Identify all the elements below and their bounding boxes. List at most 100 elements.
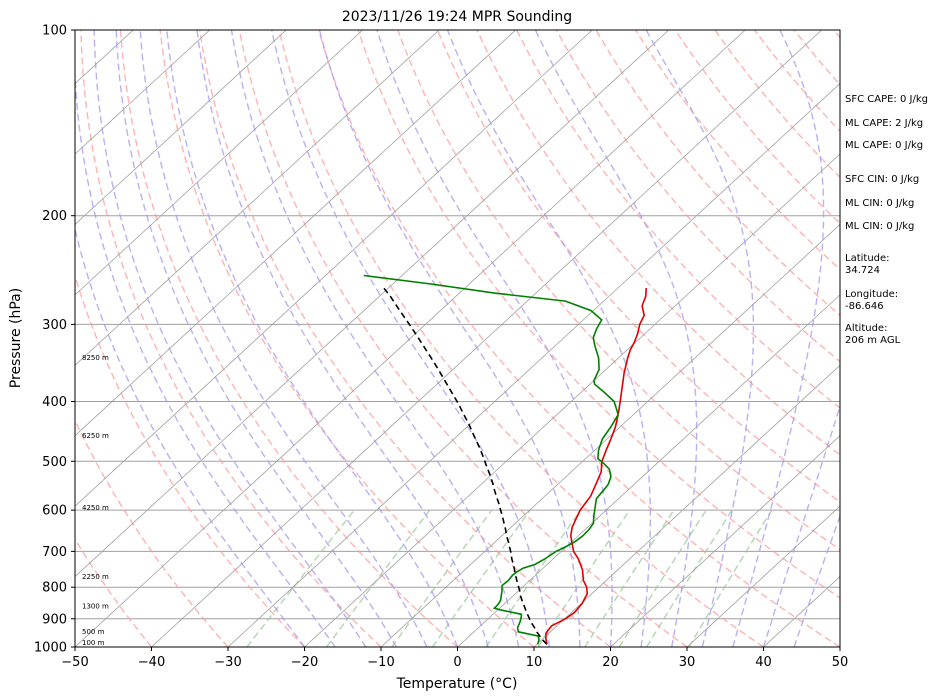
dry-adiabat-line xyxy=(75,537,153,647)
sfc-cape-label: SFC CAPE: 0 J/kg xyxy=(845,94,928,105)
height-label: 8250 m xyxy=(82,354,109,362)
sounding-series xyxy=(363,274,647,645)
isotherm-line xyxy=(610,435,840,647)
y-tick-label: 300 xyxy=(42,318,67,333)
temperature-line xyxy=(545,288,647,645)
isotherm-line xyxy=(75,30,669,578)
isotherm-line xyxy=(533,364,840,647)
ml-cin-label-2: ML CIN: 0 J/kg xyxy=(845,221,914,232)
x-axis-label: Temperature (°C) xyxy=(396,676,518,692)
height-label: 1300 m xyxy=(82,603,109,611)
height-labels: 100 m 500 m 1300 m 2250 m 4250 m 6250 m 8250 m xyxy=(82,354,109,647)
latitude-value: 34.724 xyxy=(845,265,880,276)
moist-adiabat-line xyxy=(139,30,428,647)
mixing-ratio-line xyxy=(485,509,582,647)
moist-adiabat-line xyxy=(318,30,581,647)
isotherms xyxy=(75,30,840,647)
dry-adiabat-line xyxy=(555,30,840,363)
sfc-cin-label: SFC CIN: 0 J/kg xyxy=(845,174,919,185)
x-tick-label: −50 xyxy=(61,655,88,670)
altitude-value: 206 m AGL xyxy=(845,335,901,346)
height-label: 2250 m xyxy=(82,573,109,581)
ml-cape-label: ML CAPE: 2 J/kg xyxy=(845,118,923,129)
isotherm-line xyxy=(686,505,840,647)
dry-adiabat-line xyxy=(595,30,840,317)
isotherm-line xyxy=(75,30,746,647)
ml-cin-label: ML CIN: 0 J/kg xyxy=(845,198,914,209)
y-axis-ticks: 1000 900 800 700 600 500 400 300 200 100 xyxy=(34,24,75,656)
longitude-label: Longitude: xyxy=(845,289,898,300)
x-tick-label: −20 xyxy=(291,655,318,670)
y-tick-label: 400 xyxy=(42,395,67,410)
isotherm-line xyxy=(75,30,210,155)
isotherm-line xyxy=(75,30,363,296)
moist-adiabat-line xyxy=(196,30,489,647)
x-tick-label: 40 xyxy=(755,655,772,670)
dry-adiabat-line xyxy=(75,274,306,647)
moist-adiabat-line xyxy=(75,61,336,647)
mixing-ratio-line xyxy=(325,509,431,647)
height-label: 4250 m xyxy=(82,504,109,512)
dry-adiabat-line xyxy=(476,30,840,456)
moist-adiabat-line xyxy=(645,30,755,647)
dry-adiabats xyxy=(75,30,840,647)
moist-adiabat-line xyxy=(793,514,840,647)
latitude-label: Latitude: xyxy=(845,253,890,264)
y-tick-label: 900 xyxy=(42,612,67,627)
dewpoint-line xyxy=(363,274,620,645)
dry-adiabat-line xyxy=(436,30,840,503)
mixing-ratio-line xyxy=(688,509,773,647)
mixing-ratio-lines xyxy=(246,509,773,647)
stats-panel: SFC CAPE: 0 J/kg ML CAPE: 2 J/kg ML CAPE… xyxy=(845,94,928,346)
x-tick-label: 30 xyxy=(679,655,696,670)
x-tick-label: 50 xyxy=(832,655,849,670)
chart-title: 2023/11/26 19:24 MPR Sounding xyxy=(342,9,572,25)
x-tick-label: 10 xyxy=(526,655,543,670)
y-tick-label: 1000 xyxy=(34,641,67,656)
y-tick-label: 500 xyxy=(42,455,67,470)
dry-adiabat-line xyxy=(357,30,840,599)
dry-adiabat-line xyxy=(80,30,382,647)
isotherm-line xyxy=(227,83,840,647)
x-axis-ticks: −50 −40 −30 −20 −10 0 10 20 30 40 50 xyxy=(61,647,848,670)
dry-adiabat-line xyxy=(199,30,611,647)
y-tick-label: 700 xyxy=(42,545,67,560)
dry-adiabat-line xyxy=(278,30,764,647)
altitude-label: Altitude: xyxy=(845,323,887,334)
dry-adiabat-line xyxy=(397,30,840,551)
mixing-ratio-line xyxy=(646,509,733,647)
mixing-ratio-line xyxy=(246,509,355,647)
x-tick-label: 20 xyxy=(602,655,619,670)
x-tick-label: −10 xyxy=(367,655,394,670)
isotherm-line xyxy=(304,153,840,647)
y-tick-label: 600 xyxy=(42,504,67,519)
mixing-ratio-line xyxy=(584,509,675,647)
ml-cape-label-2: ML CAPE: 0 J/kg xyxy=(845,140,923,151)
moist-adiabat-line xyxy=(166,30,459,647)
moist-adiabat-line xyxy=(230,30,520,647)
parcel-profile-line xyxy=(383,287,548,645)
dry-adiabat-line xyxy=(674,30,840,225)
mixing-ratio-line xyxy=(618,509,707,647)
moist-adiabat-line xyxy=(732,30,825,647)
isotherm-line xyxy=(75,30,440,366)
moist-adiabat-line xyxy=(376,30,613,647)
isotherm-line xyxy=(75,30,287,225)
x-tick-label: 0 xyxy=(453,655,461,670)
moist-adiabat-line xyxy=(762,404,840,647)
x-tick-label: −30 xyxy=(214,655,241,670)
longitude-value: -86.646 xyxy=(845,301,884,312)
isotherm-line xyxy=(75,30,593,507)
moist-adiabat-line xyxy=(446,30,651,647)
isotherm-line xyxy=(75,30,516,437)
plot-area xyxy=(75,30,840,647)
dry-adiabat-line xyxy=(119,30,458,647)
moist-adiabat-line xyxy=(534,30,698,647)
dry-adiabat-line xyxy=(159,30,535,647)
height-label: 500 m xyxy=(82,628,105,636)
mixing-ratio-line xyxy=(391,509,493,647)
y-tick-label: 800 xyxy=(42,581,67,596)
dry-adiabat-line xyxy=(317,30,840,647)
y-tick-label: 100 xyxy=(42,24,67,39)
